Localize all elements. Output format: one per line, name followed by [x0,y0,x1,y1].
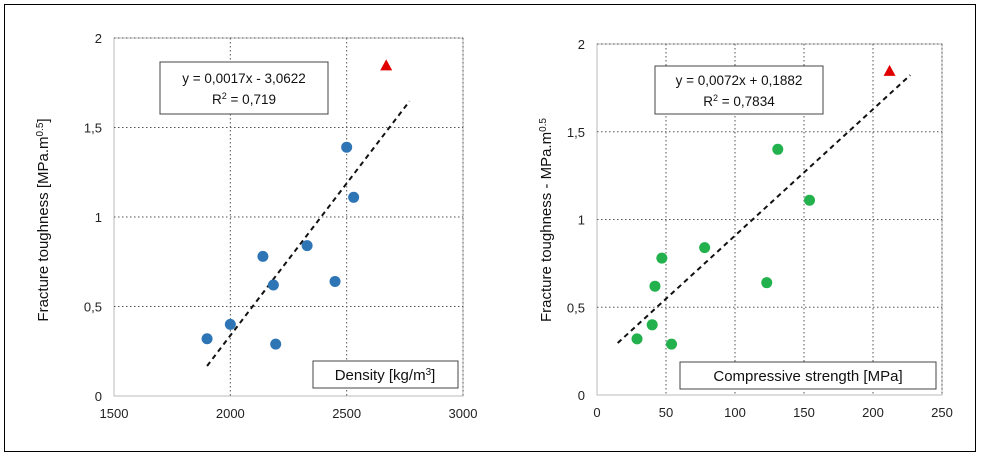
equation-box-right: y = 0,0072x + 0,1882 R2 = 0,7834 [654,65,824,115]
x-tick-label: 250 [931,405,953,420]
data-point [646,319,658,331]
x-tick-label: 100 [724,405,746,420]
trendline-left [206,100,411,367]
data-point [270,338,282,350]
y-tick-label: 0 [578,388,585,403]
data-point-triangle [380,59,393,71]
x-tick-labels-left: 1500 2000 2500 3000 [100,406,478,421]
data-point [649,280,661,292]
data-point [656,252,668,264]
data-point [761,277,773,289]
x-tick-label: 150 [793,405,815,420]
x-tick-label: 2500 [332,406,361,421]
data-point [348,191,360,203]
x-tick-label: 2000 [216,406,245,421]
x-tick-labels-right: 0 50 100 150 200 250 [593,405,952,420]
x-tick-label: 3000 [449,406,478,421]
y-tick-label: 0,5 [84,300,102,315]
points-left [201,59,393,350]
grid-right [597,43,943,395]
chart-left: 1500 2000 2500 3000 0 0,5 1 1,5 2 y = 0,0017x -… [35,31,478,421]
data-point [329,275,341,287]
y-tick-labels-right: 0 0,5 1 1,5 2 [567,37,585,403]
equation-box-left: y = 0,0017x - 3,0622 R2 = 0,719 [159,61,329,115]
y-tick-label: 1 [95,210,102,225]
y-tick-label: 1 [578,213,585,228]
x-axis-title-right: Compressive strength [MPa] [713,368,902,385]
y-tick-label: 2 [95,31,102,46]
data-point [804,194,816,206]
data-point [257,250,269,262]
data-point [341,141,353,153]
x-tick-label: 200 [862,405,884,420]
data-point [267,279,279,291]
data-point [201,333,213,345]
r-squared-left: R2 = 0,719 [212,91,276,107]
equation-left: y = 0,0017x - 3,0622 [182,71,305,86]
x-tick-label: 1500 [100,406,129,421]
x-axis-title-box-left: Density [kg/m3] [312,360,459,389]
chart-right: 0 50 100 150 200 250 0 0,5 1 1,5 2 y = 0,0072x + … [538,37,953,420]
equation-right: y = 0,0072x + 0,1882 [676,73,803,88]
y-tick-label: 0 [95,389,102,404]
trendline [206,100,411,367]
r-squared-right: R2 = 0,7834 [703,93,775,109]
y-axis-title-right: Fracture toughness - MPa.m0.5 [538,118,556,322]
y-tick-labels-left: 0 0,5 1 1,5 2 [84,31,102,404]
data-point [631,333,643,345]
data-point [224,318,236,330]
y-axis-title-left: Fracture toughness [MPa.m0.5] [35,118,53,321]
data-point [772,143,784,155]
y-tick-label: 0,5 [567,300,585,315]
data-point [699,242,711,254]
data-point-triangle [883,64,896,76]
x-tick-label: 0 [593,405,600,420]
trendline-right [617,74,911,344]
y-tick-label: 1,5 [84,121,102,136]
y-tick-label: 2 [578,37,585,52]
x-axis-title-left: Density [kg/m3] [335,367,436,385]
y-tick-label: 1,5 [567,125,585,140]
points-right [631,64,896,350]
x-axis-title-box-right: Compressive strength [MPa] [679,361,937,390]
data-point [301,240,313,252]
data-point [666,338,678,350]
x-tick-label: 50 [659,405,673,420]
trendline [617,74,911,344]
